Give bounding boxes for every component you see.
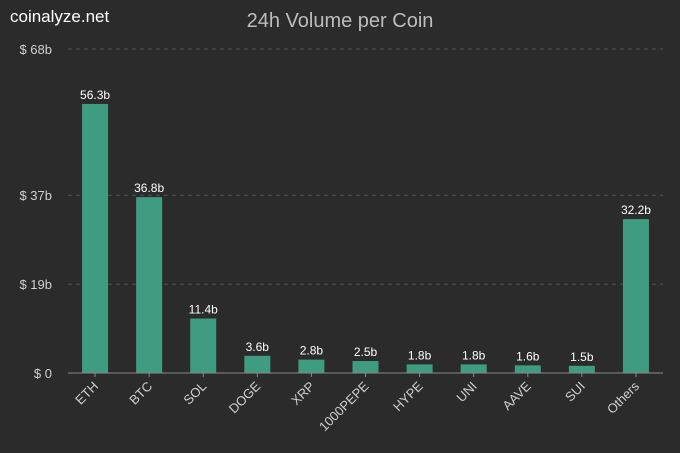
bar-sol[interactable] [190,318,217,373]
bar-btc[interactable] [136,197,163,373]
x-tick-label: Others [604,378,643,417]
data-label: 1.8b [408,348,432,362]
x-tick-label: UNI [453,379,479,405]
x-tick-label: DOGE [226,378,264,416]
bar-uni[interactable] [460,364,487,373]
bar-aave[interactable] [514,365,541,373]
data-label: 36.8b [134,181,164,195]
x-tick-label: HYPE [390,378,426,414]
bar-sui[interactable] [568,365,595,373]
x-tick-label: AAVE [499,378,534,413]
bar-doge[interactable] [244,355,271,373]
bar-others[interactable] [622,219,649,373]
bar-eth[interactable] [82,103,109,373]
x-tick-label: XRP [288,379,318,409]
x-tick-label: BTC [126,379,155,408]
data-label: 3.6b [246,340,270,354]
data-label: 56.3b [80,88,110,102]
chart-title: 24h Volume per Coin [247,10,434,32]
y-tick-label: $ 68b [19,42,52,57]
bar-xrp[interactable] [298,359,325,373]
y-tick-label: $ 0 [34,366,52,381]
x-tick-label: SOL [180,379,209,408]
data-label: 2.5b [354,345,378,359]
data-label: 1.8b [462,348,486,362]
data-label: 1.5b [570,350,594,364]
data-label: 2.8b [300,344,324,358]
x-tick-label: SUI [562,379,588,405]
y-tick-label: $ 19b [19,277,52,292]
data-label: 32.2b [621,203,651,217]
bar-1000pepe[interactable] [352,361,379,373]
y-tick-label: $ 37b [19,188,52,203]
data-label: 1.6b [516,349,540,363]
brand-logo-text: coinalyze.net [10,7,110,26]
data-label: 11.4b [189,303,218,317]
x-tick-label: 1000PEPE [316,378,372,434]
bar-hype[interactable] [406,364,433,373]
x-tick-label: ETH [72,379,101,408]
